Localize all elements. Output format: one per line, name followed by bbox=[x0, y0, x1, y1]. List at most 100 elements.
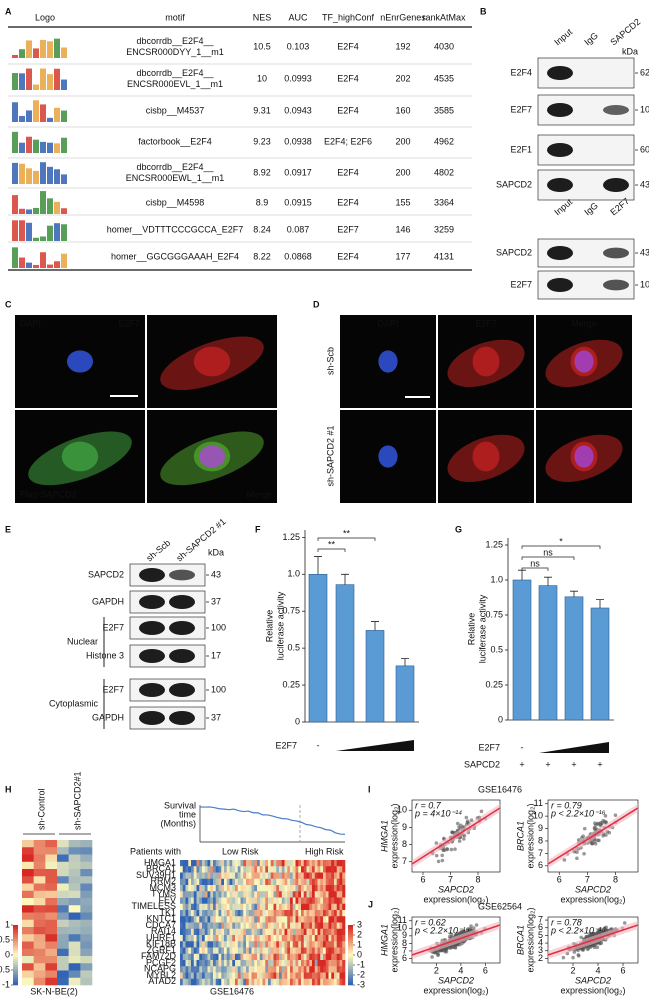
colorbar-step bbox=[348, 973, 353, 976]
heatmap-cell bbox=[270, 947, 274, 955]
heatmap-cell bbox=[273, 978, 277, 986]
heatmap-cell bbox=[235, 878, 239, 886]
heatmap-cell bbox=[251, 910, 255, 917]
heatmap-cell bbox=[248, 953, 252, 961]
heatmap-cell bbox=[196, 897, 200, 905]
heatmap-cell bbox=[301, 928, 305, 936]
heatmap-cell bbox=[336, 891, 340, 898]
heatmap-cell bbox=[182, 897, 186, 905]
heatmap-cell bbox=[210, 903, 214, 911]
bar bbox=[365, 630, 385, 723]
heatmap-cell bbox=[273, 922, 277, 930]
heatmap-cell bbox=[328, 903, 332, 911]
heatmap-cell bbox=[215, 891, 219, 898]
heatmap-cell bbox=[342, 922, 346, 930]
heatmap-cell bbox=[218, 960, 222, 967]
heatmap-cell bbox=[246, 922, 250, 930]
stat-label: r = 0.78 bbox=[551, 917, 582, 927]
heatmap-cell bbox=[320, 972, 324, 980]
fit-line bbox=[547, 924, 639, 956]
heatmap-cell bbox=[207, 916, 211, 923]
heatmap-cell bbox=[80, 869, 93, 877]
heatmap-cell bbox=[215, 910, 219, 917]
heatmap-cell bbox=[336, 978, 340, 986]
heatmap-cell bbox=[68, 854, 81, 863]
heatmap-cell bbox=[45, 919, 58, 928]
point bbox=[466, 928, 471, 932]
panel-letter: J bbox=[368, 899, 373, 909]
heatmap-cell bbox=[303, 947, 307, 955]
heatmap-cell bbox=[185, 897, 189, 905]
point bbox=[597, 928, 601, 933]
heatmap-cell bbox=[213, 891, 217, 898]
heatmap-cell bbox=[33, 898, 46, 906]
motif-logo bbox=[19, 49, 25, 58]
heatmap-cell bbox=[182, 916, 186, 923]
heatmap-cell bbox=[279, 903, 283, 911]
colorbar-label: 3 bbox=[357, 919, 362, 929]
heatmap-cell bbox=[259, 928, 263, 936]
heatmap-cell bbox=[317, 860, 321, 867]
heatmap-cell bbox=[210, 891, 214, 898]
heatmap-cell bbox=[235, 960, 239, 967]
heatmap-cell bbox=[328, 891, 332, 898]
band bbox=[169, 711, 195, 725]
heatmap-cell bbox=[320, 903, 324, 911]
heatmap-cell bbox=[298, 891, 302, 898]
cell bbox=[574, 350, 594, 373]
heatmap-cell bbox=[342, 872, 346, 880]
heatmap-cell bbox=[202, 972, 206, 980]
heatmap-cell bbox=[235, 947, 239, 955]
heatmap-cell bbox=[323, 928, 327, 936]
point bbox=[622, 921, 627, 925]
heatmap-cell bbox=[193, 916, 197, 923]
heatmap-cell bbox=[314, 903, 318, 911]
motif-logo bbox=[54, 107, 60, 122]
heatmap-cell bbox=[281, 966, 285, 973]
heatmap-cell bbox=[180, 978, 184, 986]
heatmap-cell bbox=[298, 941, 302, 948]
heatmap-cell bbox=[57, 854, 69, 863]
heatmap-cell bbox=[243, 872, 247, 880]
heatmap-cell bbox=[306, 953, 310, 961]
point bbox=[571, 955, 575, 960]
heatmap-cell bbox=[199, 947, 203, 955]
heatmap-cell bbox=[235, 922, 239, 930]
heatmap-cell bbox=[325, 916, 329, 923]
heatmap-cell bbox=[320, 935, 324, 942]
heatmap-cell bbox=[246, 978, 250, 986]
heatmap-cell bbox=[33, 948, 46, 957]
stat-label: r = 0.79 bbox=[551, 800, 582, 810]
heatmap-cell bbox=[301, 903, 305, 911]
heatmap-cell bbox=[22, 861, 34, 870]
factor-level: + bbox=[519, 759, 524, 769]
heatmap-cell bbox=[232, 928, 236, 936]
heatmap-cell bbox=[257, 953, 261, 961]
table-header: NES bbox=[253, 12, 272, 22]
heatmap-cell bbox=[284, 978, 288, 986]
heatmap-cell bbox=[339, 966, 343, 973]
heatmap-cell bbox=[68, 912, 81, 921]
heatmap-cell bbox=[336, 903, 340, 911]
heatmap-cell bbox=[281, 941, 285, 948]
heatmap-cell bbox=[199, 935, 203, 942]
heatmap-cell bbox=[193, 960, 197, 967]
table-cell: 177 bbox=[395, 251, 410, 261]
band bbox=[547, 143, 573, 157]
heatmap-cell bbox=[237, 897, 241, 905]
point bbox=[460, 941, 464, 946]
heatmap-cell bbox=[202, 860, 206, 867]
heatmap-cell bbox=[306, 978, 310, 986]
table-header: TF_highConf bbox=[322, 12, 375, 22]
heatmap-cell bbox=[210, 972, 214, 980]
heatmap-cell bbox=[323, 922, 327, 930]
heatmap-cell bbox=[303, 878, 307, 886]
heatmap-cell bbox=[196, 872, 200, 880]
heatmap-cell bbox=[306, 960, 310, 967]
heatmap-cell bbox=[303, 941, 307, 948]
heatmap-cell bbox=[196, 941, 200, 948]
motif-name: ENCSR000EWL_1__m1 bbox=[126, 173, 225, 183]
heatmap-cell bbox=[273, 916, 277, 923]
heatmap-cell bbox=[339, 916, 343, 923]
heatmap-cell bbox=[240, 903, 244, 911]
